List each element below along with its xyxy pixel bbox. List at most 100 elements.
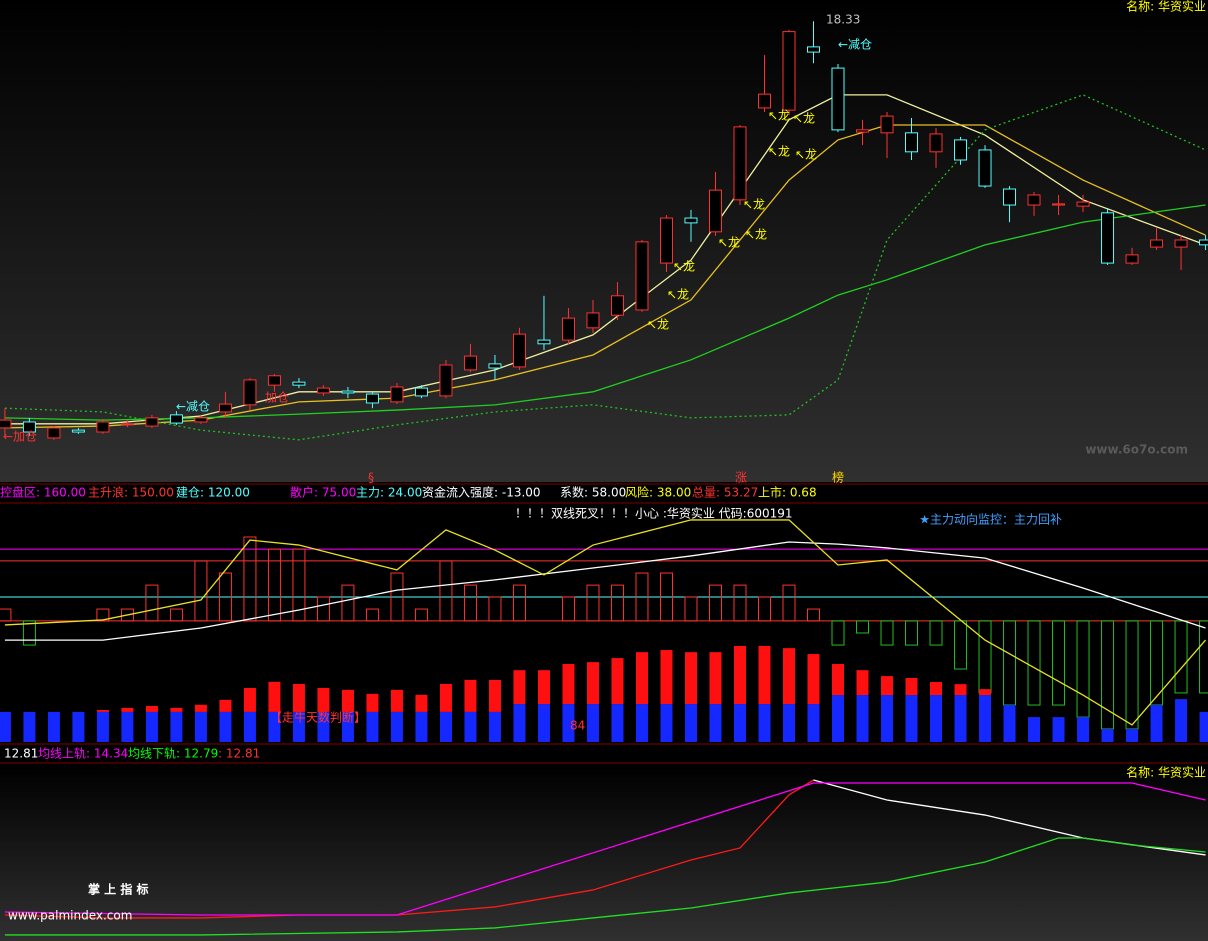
stack-bar — [782, 648, 795, 705]
stack-bar — [758, 646, 771, 705]
annotation: 84 — [570, 719, 585, 733]
osc-bar — [218, 572, 232, 622]
stack-bar — [488, 679, 501, 712]
osc-bar — [1076, 620, 1090, 718]
stack-bar — [782, 704, 795, 742]
stack-bar — [660, 704, 673, 742]
candle-body — [414, 387, 428, 397]
stack-bar — [145, 705, 158, 712]
osc-bar — [439, 560, 453, 622]
stack-bar — [954, 695, 967, 742]
stack-bar — [709, 704, 722, 742]
stack-bar — [219, 711, 232, 742]
status-item: 12.81 — [4, 747, 38, 761]
status-item: 建仓: 120.00 — [176, 486, 250, 500]
stack-bar — [72, 711, 85, 742]
osc-bar — [1174, 620, 1188, 694]
osc-bar — [316, 596, 330, 622]
osc-bar — [684, 596, 698, 622]
stack-bar — [635, 704, 648, 742]
stack-bar — [415, 711, 428, 742]
candle-body — [1052, 203, 1066, 206]
candle-body — [365, 393, 379, 404]
stack-bar — [611, 658, 624, 705]
osc-bar — [610, 584, 624, 622]
osc-bar — [145, 584, 159, 622]
stack-bar — [856, 695, 869, 742]
annotation: ←减仓 — [176, 400, 210, 414]
candle-body — [341, 390, 355, 394]
candle-body — [635, 241, 649, 311]
candle-body — [1150, 239, 1164, 248]
status-item: 上市: 0.68 — [758, 485, 817, 500]
line — [4, 519, 1207, 726]
candle-body — [512, 333, 526, 368]
candle-body — [1076, 201, 1090, 207]
stack-bar — [390, 711, 403, 742]
stack-bar — [366, 693, 379, 712]
panel-bg — [0, 0, 1208, 482]
osc-bar — [954, 620, 968, 670]
candle-body — [905, 132, 919, 153]
stack-bar — [856, 670, 869, 696]
stack-bar — [537, 670, 550, 705]
osc-bar — [463, 584, 477, 622]
stack-bar — [390, 689, 403, 712]
annotation: 【走牛天数判断】 — [270, 710, 366, 725]
stack-bar — [1028, 717, 1041, 742]
candle-body — [929, 133, 943, 153]
osc-bar — [267, 548, 281, 622]
stack-bar — [1150, 705, 1163, 742]
status-item: 系数: 58.00 — [560, 485, 626, 500]
stack-bar — [586, 704, 599, 742]
candle-body — [1174, 239, 1188, 248]
annotation: ↖龙 — [647, 318, 669, 332]
status-item: 均线下轨: 12.79 — [128, 747, 218, 761]
watermark: 掌 上 指 标 — [88, 882, 149, 897]
stack-bar — [121, 711, 134, 742]
candle-body — [807, 46, 821, 53]
line — [4, 204, 1206, 421]
osc-bar — [659, 572, 673, 622]
stack-bar — [464, 711, 477, 742]
candle-body — [218, 403, 232, 413]
panel-title: ！！！双线死叉！！！小心 :华资实业 代码:600191 — [515, 506, 793, 521]
line — [4, 94, 1206, 441]
stack-bar — [930, 682, 943, 696]
stack-bar — [832, 664, 845, 696]
stack-bar — [439, 711, 452, 742]
candle-body — [22, 421, 36, 433]
osc-bar — [1125, 620, 1139, 730]
stack-bar — [979, 689, 992, 696]
candle-body — [0, 419, 12, 429]
annotation: 加仓 — [265, 391, 289, 405]
candle-body — [390, 386, 404, 403]
candle-body — [1125, 254, 1139, 264]
stack-bar — [341, 711, 354, 742]
stack-bar — [733, 646, 746, 705]
osc-bar — [22, 620, 36, 646]
candle-body — [267, 375, 281, 386]
stack-bar — [268, 711, 281, 742]
status-item: 散户: 75.00 — [290, 485, 356, 500]
stack-bar — [513, 670, 526, 705]
osc-bar — [169, 608, 183, 622]
stack-bar — [684, 652, 697, 705]
candle-body — [439, 364, 453, 397]
osc-bar — [390, 572, 404, 622]
osc-bar — [194, 560, 208, 622]
candle-body — [757, 93, 771, 109]
stack-bar — [317, 687, 330, 712]
osc-bar — [120, 608, 134, 622]
candle-body — [856, 129, 870, 133]
line — [4, 541, 1206, 641]
candle-body — [659, 217, 673, 264]
osc-bar — [782, 584, 796, 622]
stack-bar — [292, 711, 305, 742]
candle-body — [292, 381, 306, 386]
stack-bar — [807, 704, 820, 742]
osc-bar — [635, 572, 649, 622]
stack-bar — [96, 710, 109, 712]
stack-bar — [243, 711, 256, 742]
